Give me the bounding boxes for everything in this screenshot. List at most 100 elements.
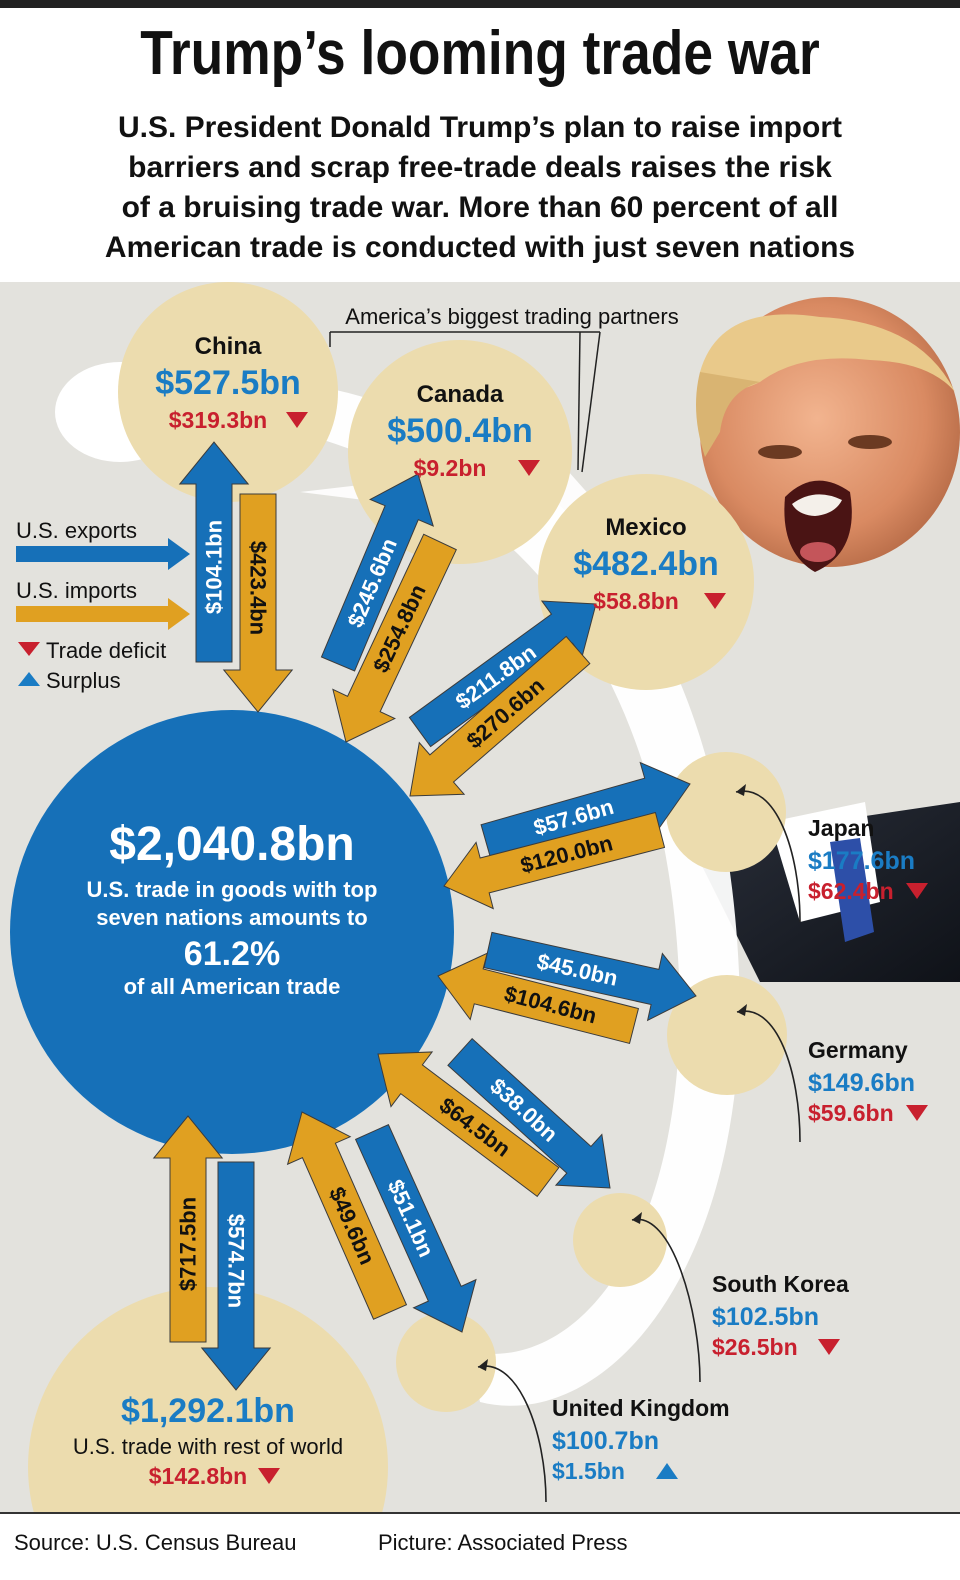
top-rule bbox=[0, 0, 960, 8]
south-korea-pointer-head bbox=[632, 1212, 642, 1224]
partner-circle-united-kingdom bbox=[396, 1312, 496, 1412]
united-kingdom-pointer-line bbox=[477, 1365, 547, 1503]
south-korea-imports-arrow-shape bbox=[377, 1051, 560, 1198]
canada-balance: $9.2bn bbox=[414, 455, 487, 481]
south-korea-name: South Korea bbox=[712, 1271, 849, 1297]
china-exports-arrow-label: $104.1bn bbox=[202, 520, 227, 614]
rest-of-world-balance: $142.8bn bbox=[149, 1463, 247, 1489]
leader-line bbox=[581, 331, 601, 473]
rest-of-world-total: $1,292.1bn bbox=[121, 1392, 295, 1430]
photo-credit: Picture: Associated Press bbox=[378, 1530, 628, 1555]
trade-flow-diagram: America’s biggest trading partners $2,04… bbox=[10, 282, 960, 1512]
deficit-triangle-icon bbox=[18, 642, 40, 656]
germany-total: $149.6bn bbox=[808, 1069, 915, 1097]
legend-exports-label: U.S. exports bbox=[16, 518, 137, 543]
deficit-triangle-icon bbox=[818, 1339, 840, 1355]
surplus-triangle-icon bbox=[656, 1463, 678, 1479]
center-total: $2,040.8bn bbox=[109, 818, 354, 871]
center-circle bbox=[10, 710, 454, 1154]
germany-pointer-head bbox=[737, 1004, 747, 1016]
japan-name: Japan bbox=[808, 815, 874, 841]
rest-of-world-imports-arrow-shape bbox=[152, 1115, 224, 1343]
mexico-exports-arrow-shape bbox=[408, 600, 597, 748]
canada-name: Canada bbox=[417, 381, 504, 408]
page-title: Trump’s looming trade war bbox=[140, 19, 820, 88]
germany-imports-arrow-shape bbox=[437, 952, 640, 1045]
mexico-name: Mexico bbox=[605, 514, 686, 541]
rest-of-world-imports-arrow-label: $717.5bn bbox=[176, 1197, 201, 1291]
partner-circle-china bbox=[118, 282, 338, 502]
china-name: China bbox=[195, 333, 262, 360]
legend-exports-arrow bbox=[16, 538, 190, 570]
subtitle: U.S. President Donald Trump’s plan to ra… bbox=[0, 108, 960, 268]
partners-heading: America’s biggest trading partners bbox=[345, 304, 678, 329]
rest-of-world-exports-arrow: $574.7bn bbox=[200, 1161, 272, 1391]
united-kingdom-imports-arrow-shape bbox=[286, 1111, 408, 1320]
japan-imports-arrow-shape bbox=[443, 811, 666, 910]
surplus-triangle-icon bbox=[18, 672, 40, 686]
japan-pointer-line bbox=[735, 790, 801, 923]
china-balance: $319.3bn bbox=[169, 407, 267, 433]
deficit-triangle-icon bbox=[258, 1468, 280, 1484]
canada-exports-arrow-shape bbox=[320, 473, 434, 672]
south-korea-exports-arrow-shape bbox=[447, 1037, 611, 1189]
deficit-triangle-icon bbox=[906, 1105, 928, 1121]
partner-circle-japan bbox=[666, 752, 786, 872]
subtitle-line: barriers and scrap free-trade deals rais… bbox=[128, 151, 832, 184]
subtitle-line: U.S. President Donald Trump’s plan to ra… bbox=[117, 111, 842, 144]
south-korea-pointer-line bbox=[631, 1218, 701, 1383]
china-imports-arrow: $423.4bn bbox=[222, 493, 294, 713]
united-kingdom-balance: $1.5bn bbox=[552, 1458, 625, 1484]
united-kingdom-exports-arrow: $51.1bn bbox=[354, 1123, 477, 1333]
legend-surplus-label: Surplus bbox=[46, 668, 121, 693]
united-kingdom-pointer-head bbox=[478, 1359, 488, 1371]
legend-deficit-label: Trade deficit bbox=[46, 638, 166, 663]
japan-total: $177.6bn bbox=[808, 847, 915, 875]
deficit-triangle-icon bbox=[906, 883, 928, 899]
germany-exports-arrow-shape bbox=[483, 931, 697, 1022]
rest-of-world-circle bbox=[28, 1287, 388, 1512]
legend: U.S. exports U.S. imports Trade deficit … bbox=[16, 518, 190, 693]
china-total: $527.5bn bbox=[155, 364, 301, 402]
mexico-imports-arrow-shape bbox=[409, 635, 591, 797]
center-line-1: U.S. trade in goods with top bbox=[87, 877, 378, 902]
legend-imports-arrow bbox=[16, 598, 190, 630]
legend-imports-label: U.S. imports bbox=[16, 578, 137, 603]
partner-circle-mexico bbox=[538, 474, 754, 690]
center-line-3: of all American trade bbox=[124, 974, 341, 999]
japan-balance: $62.4bn bbox=[808, 878, 894, 904]
china-exports-arrow: $104.1bn bbox=[178, 441, 250, 663]
germany-name: Germany bbox=[808, 1037, 908, 1063]
subtitle-line: American trade is conducted with just se… bbox=[104, 231, 856, 264]
rest-of-world-exports-arrow-shape bbox=[200, 1161, 272, 1391]
china-imports-arrow-label: $423.4bn bbox=[246, 541, 271, 635]
mexico-balance: $58.8bn bbox=[593, 588, 679, 614]
south-korea-total: $102.5bn bbox=[712, 1303, 819, 1331]
united-kingdom-exports-arrow-shape bbox=[354, 1123, 477, 1333]
germany-balance: $59.6bn bbox=[808, 1100, 894, 1126]
subtitle-line: of a bruising trade war. More than 60 pe… bbox=[121, 191, 839, 224]
partner-labels: China $527.5bn $319.3bn Canada $500.4bn $9.2b… bbox=[73, 333, 928, 1503]
partner-circle-south-korea bbox=[573, 1193, 667, 1287]
china-imports-arrow-shape bbox=[222, 493, 294, 713]
rest-of-world-imports-arrow: $717.5bn bbox=[152, 1115, 224, 1343]
leader-line bbox=[577, 331, 581, 471]
rest-of-world-exports-arrow-label: $574.7bn bbox=[224, 1214, 249, 1308]
canada-total: $500.4bn bbox=[387, 412, 533, 450]
footer: Source: U.S. Census Bureau Picture: Asso… bbox=[0, 1512, 960, 1580]
canada-imports-arrow-shape bbox=[332, 533, 457, 743]
trade-arrows: $104.1bn $423.4bn $245.6bn$254.8bn$211.8bn… bbox=[152, 441, 697, 1391]
china-exports-arrow-shape bbox=[178, 441, 250, 663]
mexico-total: $482.4bn bbox=[573, 545, 719, 583]
deficit-triangle-icon bbox=[704, 593, 726, 609]
center-line-2: seven nations amounts to bbox=[96, 905, 367, 930]
united-kingdom-total: $100.7bn bbox=[552, 1427, 659, 1455]
partner-circle-germany bbox=[667, 975, 787, 1095]
center-percent: 61.2% bbox=[184, 935, 280, 973]
deficit-triangle-icon bbox=[518, 460, 540, 476]
united-kingdom-name: United Kingdom bbox=[552, 1395, 730, 1421]
diagram-panel: America’s biggest trading partners $2,04… bbox=[0, 282, 960, 1512]
japan-pointer-head bbox=[736, 784, 746, 796]
rest-of-world-label: U.S. trade with rest of world bbox=[73, 1434, 343, 1459]
